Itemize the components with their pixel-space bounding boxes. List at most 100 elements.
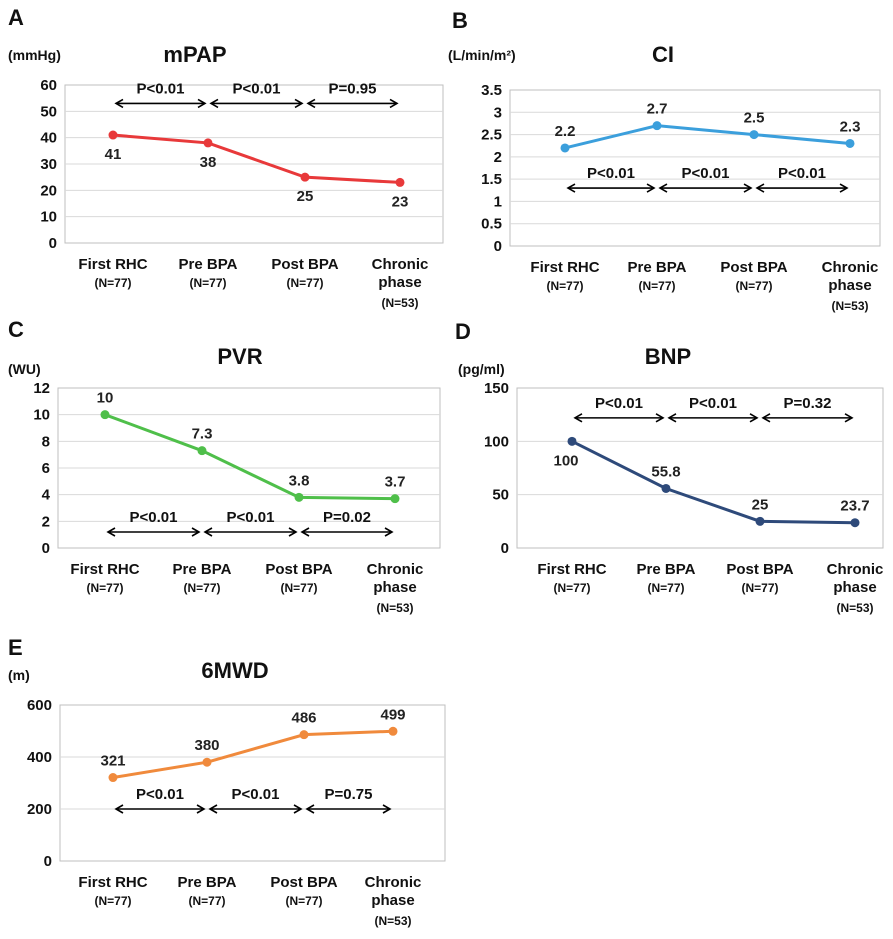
data-point [197, 446, 207, 456]
x-category-n: (N=77) [86, 581, 123, 595]
arrowhead [197, 98, 207, 109]
plot-frame [59, 704, 446, 862]
data-point [560, 143, 570, 153]
y-tick-label: 1.5 [481, 171, 502, 188]
arrowhead [839, 183, 849, 193]
panel-letter: B [452, 8, 468, 33]
arrowhead [300, 527, 310, 537]
plot-frame [516, 387, 884, 549]
arrowhead [755, 183, 765, 193]
p-value-label: P<0.01 [233, 80, 281, 97]
x-category-label: Chronic [365, 874, 422, 891]
data-point [850, 518, 860, 528]
x-category-label: Post BPA [270, 874, 337, 891]
y-tick-label: 20 [40, 182, 57, 199]
y-tick-label: 0 [501, 540, 509, 557]
y-tick-label: 30 [40, 156, 57, 173]
data-label: 2.5 [744, 110, 765, 127]
data-point [567, 436, 577, 446]
x-category-n: (N=53) [831, 299, 868, 313]
y-tick-label: 100 [484, 433, 509, 450]
y-tick-label: 60 [40, 77, 57, 94]
data-point [652, 121, 662, 131]
x-category-label: phase [373, 579, 416, 596]
x-category-n: (N=77) [647, 581, 684, 595]
p-value-label: P<0.01 [136, 786, 184, 803]
y-tick-label: 40 [40, 130, 57, 147]
y-unit-label: (mmHg) [8, 47, 61, 63]
arrowhead [288, 527, 298, 537]
data-label: 23 [392, 193, 409, 210]
x-category-n: (N=53) [381, 296, 418, 310]
x-category-label: Chronic [822, 259, 879, 276]
data-point [845, 138, 855, 148]
x-category-label: Chronic [827, 561, 884, 578]
chart-title: CI [652, 42, 674, 67]
y-unit-label: (L/min/m²) [448, 47, 516, 63]
data-label: 486 [291, 710, 316, 727]
y-tick-label: 1 [494, 193, 502, 210]
data-label: 100 [553, 452, 578, 469]
x-category-label: First RHC [537, 561, 606, 578]
arrowhead [844, 413, 854, 423]
y-unit-label: (m) [8, 667, 30, 683]
data-point [202, 757, 212, 767]
chart-panel-e: E (m) 6MWD 0 200 400 600 First RHC (N=77) Pre BPA… [8, 635, 446, 928]
x-category-n: (N=77) [735, 279, 772, 293]
x-category-label: Pre BPA [628, 259, 687, 276]
x-category-label: First RHC [530, 259, 599, 276]
y-tick-label: 50 [40, 103, 57, 120]
y-tick-label: 0 [44, 853, 52, 870]
y-tick-label: 4 [42, 487, 51, 504]
p-value-label: P=0.95 [329, 80, 377, 97]
y-tick-label: 2 [42, 513, 50, 530]
arrowhead [566, 183, 576, 193]
y-tick-label: 2 [494, 149, 502, 166]
y-tick-label: 200 [27, 801, 52, 818]
x-category-label: Pre BPA [173, 561, 232, 578]
series-line [104, 413, 396, 501]
arrowhead [655, 413, 665, 423]
panel-letter: D [455, 319, 471, 344]
data-point [108, 773, 118, 783]
arrowhead [306, 98, 316, 109]
panel-letter: A [8, 5, 24, 30]
data-point [395, 177, 405, 187]
data-label: 499 [380, 706, 405, 723]
arrowhead [305, 804, 315, 814]
data-point [203, 138, 213, 148]
series-line [112, 729, 394, 780]
arrowhead [749, 413, 759, 423]
x-category-label: Post BPA [265, 561, 332, 578]
data-label: 25 [752, 496, 769, 513]
panel-letter: C [8, 317, 24, 342]
y-tick-label: 10 [33, 407, 50, 424]
data-label: 2.7 [647, 101, 668, 118]
data-label: 7.3 [192, 426, 213, 443]
data-label: 321 [100, 753, 125, 770]
data-label: 380 [194, 737, 219, 754]
x-category-label: Chronic [367, 561, 424, 578]
y-tick-label: 0 [42, 540, 50, 557]
y-tick-label: 6 [42, 460, 50, 477]
p-value-label: P<0.01 [682, 165, 730, 182]
p-value-label: P=0.02 [323, 509, 371, 526]
arrowhead [209, 98, 219, 109]
p-value-label: P<0.01 [587, 165, 635, 182]
x-category-n: (N=77) [285, 894, 322, 908]
data-point [390, 494, 400, 504]
x-category-n: (N=77) [638, 279, 675, 293]
x-category-label: Pre BPA [179, 256, 238, 273]
x-category-n: (N=77) [280, 581, 317, 595]
chart-panel-d: D (pg/ml) BNP 0 50 100 150 First RHC (N=77) Pre B… [455, 319, 884, 615]
arrowhead [196, 804, 206, 814]
arrowhead [203, 527, 213, 537]
data-label: 25 [297, 188, 314, 205]
x-category-label: Pre BPA [178, 874, 237, 891]
arrowhead [293, 804, 303, 814]
data-point [300, 172, 310, 182]
y-unit-label: (WU) [8, 361, 41, 377]
data-point [100, 410, 110, 420]
y-tick-label: 10 [40, 209, 57, 226]
